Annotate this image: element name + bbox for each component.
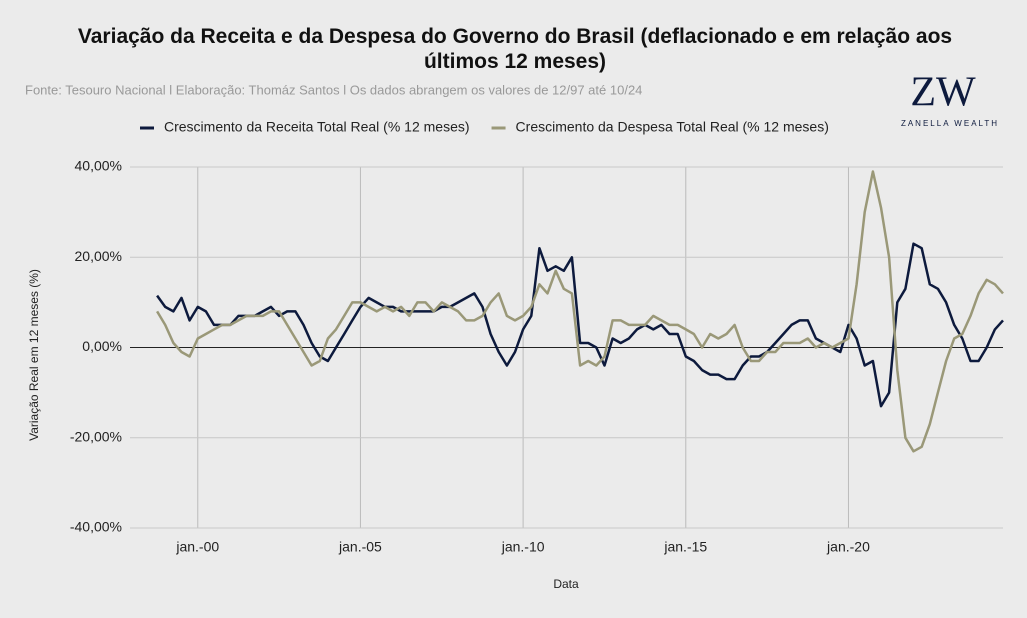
legend-label: Crescimento da Despesa Total Real (% 12 …: [516, 119, 829, 135]
subtitle: Fonte: Tesouro Nacional l Elaboração: Th…: [25, 82, 642, 97]
logo: ZW: [910, 70, 976, 116]
y-tick-label: 0,00%: [82, 338, 122, 354]
chart-title: Variação da Receita e da Despesa do Gove…: [77, 25, 953, 73]
logo-text: ZANELLA WEALTH: [901, 119, 999, 128]
x-tick-label: jan.-15: [663, 539, 707, 555]
series-line: [156, 170, 1004, 453]
series-line: [156, 242, 1004, 408]
x-tick-label: jan.-05: [338, 539, 382, 555]
x-axis-label: Data: [553, 577, 579, 591]
x-tick-label: jan.-10: [501, 539, 545, 555]
legend-label: Crescimento da Receita Total Real (% 12 …: [164, 119, 470, 135]
y-tick-label: -40,00%: [70, 519, 122, 535]
x-tick-label: jan.-20: [826, 539, 870, 555]
y-tick-label: -20,00%: [70, 428, 122, 444]
y-tick-label: 40,00%: [75, 158, 122, 174]
x-tick-label: jan.-00: [175, 539, 219, 555]
y-axis-label: Variação Real em 12 meses (%): [27, 269, 41, 441]
y-tick-label: 20,00%: [75, 248, 122, 264]
